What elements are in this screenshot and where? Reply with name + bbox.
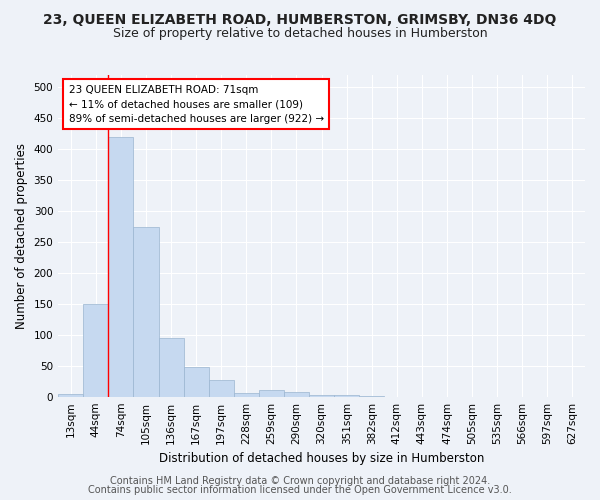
- Bar: [158, 338, 184, 396]
- Bar: [184, 367, 209, 396]
- Bar: [309, 395, 334, 396]
- Bar: [133, 226, 158, 396]
- Text: 23 QUEEN ELIZABETH ROAD: 71sqm
← 11% of detached houses are smaller (109)
89% of: 23 QUEEN ELIZABETH ROAD: 71sqm ← 11% of …: [69, 84, 324, 124]
- Bar: [83, 304, 109, 396]
- Text: 23, QUEEN ELIZABETH ROAD, HUMBERSTON, GRIMSBY, DN36 4DQ: 23, QUEEN ELIZABETH ROAD, HUMBERSTON, GR…: [43, 12, 557, 26]
- X-axis label: Distribution of detached houses by size in Humberston: Distribution of detached houses by size …: [159, 452, 484, 465]
- Bar: [284, 392, 309, 396]
- Bar: [109, 137, 133, 396]
- Bar: [209, 380, 234, 396]
- Text: Contains HM Land Registry data © Crown copyright and database right 2024.: Contains HM Land Registry data © Crown c…: [110, 476, 490, 486]
- Y-axis label: Number of detached properties: Number of detached properties: [15, 143, 28, 329]
- Bar: [234, 393, 259, 396]
- Bar: [58, 394, 83, 396]
- Text: Size of property relative to detached houses in Humberston: Size of property relative to detached ho…: [113, 28, 487, 40]
- Text: Contains public sector information licensed under the Open Government Licence v3: Contains public sector information licen…: [88, 485, 512, 495]
- Bar: [259, 390, 284, 396]
